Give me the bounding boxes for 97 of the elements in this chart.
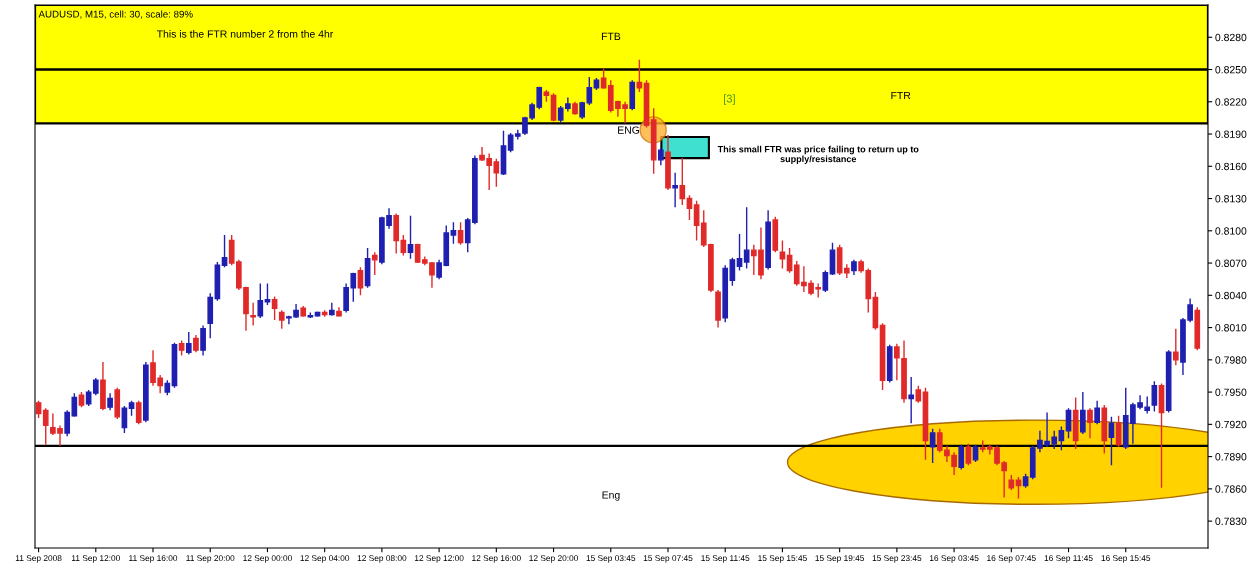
candlestick <box>765 209 771 271</box>
candlestick <box>629 79 636 112</box>
x-tick-label: 11 Sep 20:00 <box>186 555 235 563</box>
y-tick-label: 0.7830 <box>1215 517 1247 525</box>
candlestick <box>715 289 721 329</box>
x-tick-label: 16 Sep 11:45 <box>1044 555 1093 563</box>
candlestick <box>143 361 149 423</box>
candlestick <box>328 302 335 317</box>
candlestick <box>300 305 307 318</box>
candlestick <box>657 147 664 166</box>
y-tick-label: 0.8220 <box>1215 98 1247 106</box>
candlestick <box>257 282 264 319</box>
y-tick-label: 0.7920 <box>1215 420 1247 429</box>
candlestick <box>1172 327 1179 366</box>
candlestick <box>572 101 578 116</box>
y-tick-label: 0.8040 <box>1215 291 1247 300</box>
y-tick-label: 0.8010 <box>1215 324 1247 332</box>
x-tick-label: 15 Sep 03:45 <box>586 555 636 563</box>
candlestick <box>772 216 779 254</box>
candlestick <box>972 444 979 463</box>
x-tick-label: 16 Sep 07:45 <box>987 555 1036 563</box>
y-tick-label: 0.7980 <box>1215 356 1247 364</box>
candlestick <box>107 392 113 412</box>
candlestick <box>1008 474 1015 491</box>
x-tick-label: 12 Sep 04:00 <box>300 555 350 563</box>
y-tick-label: 0.8070 <box>1215 259 1247 267</box>
x-tick-label: 12 Sep 20:00 <box>529 555 579 563</box>
candlestick <box>958 444 965 471</box>
candlestick <box>85 389 92 407</box>
y-tick-label: 0.8190 <box>1215 130 1247 138</box>
x-tick-label: 12 Sep 00:00 <box>243 555 292 563</box>
annotation: [3] <box>724 94 735 105</box>
x-tick-label: 12 Sep 08:00 <box>357 555 407 563</box>
candlestick <box>1072 396 1079 450</box>
candlestick <box>915 384 922 404</box>
x-tick-label: 12 Sep 12:00 <box>414 555 464 563</box>
candlestick <box>321 309 328 318</box>
candlestick <box>336 306 342 318</box>
candlestick <box>665 134 671 191</box>
candlestick <box>250 302 256 327</box>
candlestick <box>42 407 49 446</box>
x-tick-label: 11 Sep 12:00 <box>71 555 120 563</box>
candlestick <box>507 132 514 154</box>
candlestick <box>894 343 900 381</box>
x-tick-label: 11 Sep 2008 <box>15 555 62 563</box>
candlestick <box>200 324 206 357</box>
annotation: This small FTR was price failing to return up to supply/resistance <box>717 145 919 164</box>
annotation: Eng <box>602 491 620 501</box>
candlestick <box>722 264 729 323</box>
candlestick <box>1087 407 1093 440</box>
candlestick <box>393 212 400 255</box>
candlestick <box>1079 391 1086 435</box>
x-tick-label: 15 Sep 07:45 <box>643 555 693 563</box>
candlestick <box>851 259 857 276</box>
candlestick <box>307 311 314 319</box>
candlestick <box>92 377 99 397</box>
band-label: FTR <box>891 91 911 100</box>
candlestick <box>886 344 893 384</box>
x-tick-label: 15 Sep 11:45 <box>701 555 750 563</box>
candlestick <box>1101 404 1108 455</box>
candlestick <box>207 292 214 340</box>
y-tick-label: 0.8100 <box>1215 227 1247 235</box>
y-tick-label: 0.7950 <box>1215 388 1247 396</box>
candlestick <box>185 331 192 356</box>
candlestick <box>1094 399 1100 426</box>
x-tick-label: 15 Sep 15:45 <box>758 555 807 563</box>
annotation: This is the FTR number 2 from the 4hr <box>156 30 334 38</box>
chart-title: AUDUSD, M15, cell: 30, scale: 89% <box>38 10 193 19</box>
y-tick-label: 0.8160 <box>1215 162 1247 171</box>
y-tick-label: 0.8280 <box>1215 33 1247 42</box>
candlestick <box>164 379 171 397</box>
candlestick <box>650 107 657 175</box>
candlestick <box>743 206 750 270</box>
candlestick <box>114 387 121 420</box>
x-tick-label: 11 Sep 16:00 <box>129 555 178 563</box>
y-tick-label: 0.8130 <box>1215 195 1247 203</box>
y-tick-label: 0.8250 <box>1215 66 1247 74</box>
candlestick <box>135 399 142 426</box>
y-tick-label: 0.7860 <box>1215 485 1247 493</box>
candlestick <box>679 156 686 206</box>
candlestick <box>278 309 285 330</box>
candlestick <box>1194 306 1201 351</box>
candlestick <box>672 172 678 208</box>
candlestick <box>100 361 106 412</box>
candlestick <box>908 376 915 424</box>
candlestick <box>1165 349 1172 414</box>
x-tick-label: 16 Sep 15:45 <box>1101 555 1151 563</box>
x-tick-label: 15 Sep 23:45 <box>872 555 922 563</box>
candlestick <box>901 339 907 404</box>
x-tick-label: 15 Sep 19:45 <box>815 555 865 563</box>
candlestick <box>193 334 199 353</box>
band-label: FTB <box>601 32 621 40</box>
annotation: ENG <box>618 126 640 134</box>
candlestick <box>371 251 378 276</box>
y-tick-label: 0.7890 <box>1215 453 1247 461</box>
x-tick-label: 16 Sep 03:45 <box>929 555 979 563</box>
x-tick-label: 12 Sep 16:00 <box>472 555 521 563</box>
